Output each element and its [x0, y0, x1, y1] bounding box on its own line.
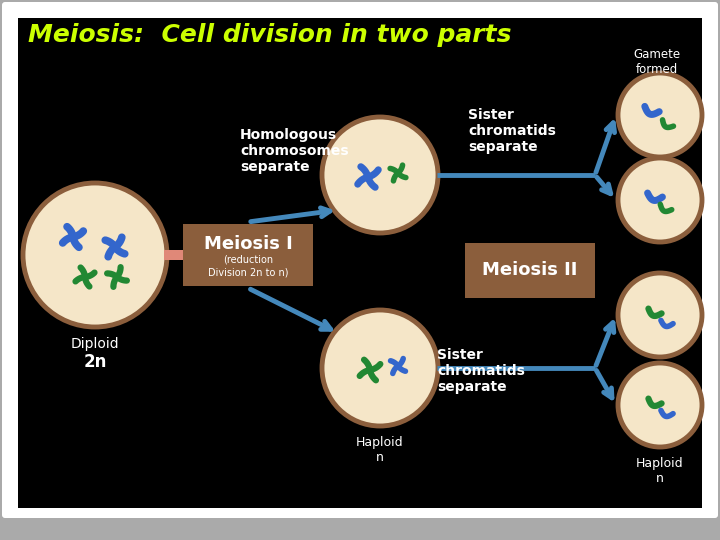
Text: 2n: 2n — [84, 353, 107, 371]
Text: Meiosis II: Meiosis II — [482, 261, 577, 279]
Text: Meiosis:  Cell division in two parts: Meiosis: Cell division in two parts — [28, 23, 511, 47]
Text: Haploid
n: Haploid n — [356, 436, 404, 464]
Text: Sister
chromatids
separate: Sister chromatids separate — [468, 108, 556, 154]
Circle shape — [618, 73, 702, 157]
FancyBboxPatch shape — [2, 2, 718, 518]
Circle shape — [23, 183, 167, 327]
Circle shape — [618, 273, 702, 357]
Circle shape — [618, 363, 702, 447]
Text: (reduction
Division 2n to n): (reduction Division 2n to n) — [208, 255, 288, 278]
Circle shape — [322, 310, 438, 426]
Circle shape — [322, 117, 438, 233]
Text: Haploid
n: Haploid n — [636, 457, 684, 485]
Text: Meiosis I: Meiosis I — [204, 235, 292, 253]
Circle shape — [618, 158, 702, 242]
Bar — [465, 242, 595, 298]
Text: Homologous
chromosomes
separate: Homologous chromosomes separate — [240, 128, 348, 174]
Text: Diploid: Diploid — [71, 337, 120, 351]
Text: Gamete
formed: Gamete formed — [634, 48, 680, 76]
Bar — [183, 224, 313, 286]
Text: Sister
chromatids
separate: Sister chromatids separate — [437, 348, 525, 394]
Bar — [164, 250, 183, 260]
